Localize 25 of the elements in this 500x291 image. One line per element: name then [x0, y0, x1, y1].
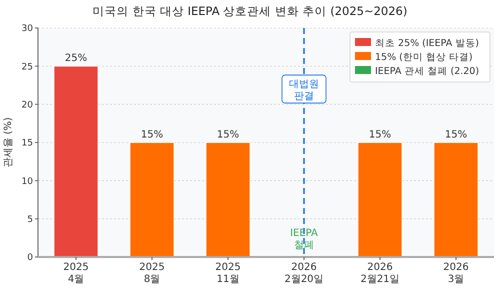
x-tick-label: 2026 3월: [443, 262, 469, 285]
legend-label: 15% (한미 협상 타결): [375, 52, 473, 63]
x-tick-label: 2025 4월: [63, 262, 89, 285]
data-label: 15%: [368, 130, 392, 140]
data-label: 15%: [140, 130, 164, 140]
y-tick-label: 25: [22, 62, 33, 72]
y-tick-label: 30: [22, 24, 34, 34]
data-label: 15%: [444, 130, 468, 140]
x-tick-label: 2026 2월20일: [284, 262, 324, 285]
y-tick-label: 10: [22, 176, 34, 187]
y-tick-label: 20: [22, 100, 34, 110]
x-tick-label: 2025 8월: [139, 262, 165, 285]
chart-title: 미국의 한국 대상 IEEPA 상호관세 변화 추이 (2025~2026): [92, 4, 408, 18]
y-tick-label: 0: [27, 253, 34, 264]
y-axis-title: 관세율 (%): [3, 117, 14, 168]
annotation: 대법원 판결: [289, 79, 319, 102]
data-label: 15%: [216, 130, 240, 140]
data-label: 25%: [64, 53, 88, 64]
y-tick-label: 15: [22, 138, 33, 149]
legend-label: IEEPA 관세 철폐 (2.20): [375, 66, 480, 77]
x-tick-label: 2026 2월21일: [360, 262, 400, 285]
annotation: IEEPA 철폐: [290, 228, 318, 251]
legend-label: 최초 25% (IEEPA 발동): [375, 38, 480, 49]
y-tick-label: 5: [27, 214, 33, 225]
x-tick-label: 2025 11월: [215, 262, 241, 285]
